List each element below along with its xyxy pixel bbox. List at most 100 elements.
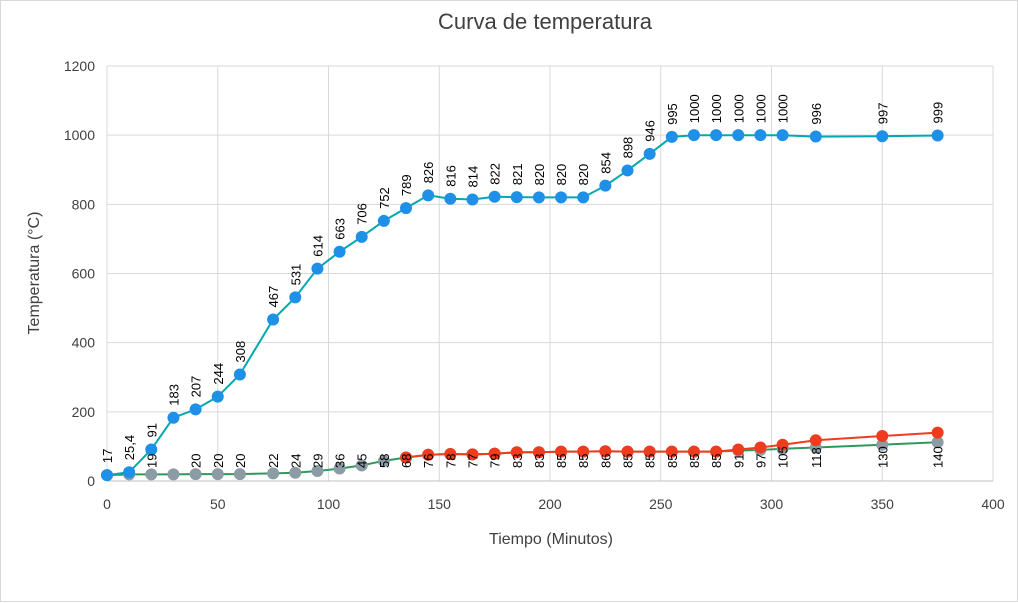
data-label: 898 bbox=[621, 137, 636, 159]
y-tick-label: 1000 bbox=[64, 127, 95, 143]
data-point bbox=[776, 129, 789, 142]
data-label: 29 bbox=[310, 454, 325, 468]
data-label: 68 bbox=[399, 454, 414, 468]
data-point bbox=[101, 469, 113, 482]
data-point bbox=[167, 411, 180, 424]
x-tick-label: 50 bbox=[210, 496, 226, 512]
data-point bbox=[621, 445, 634, 458]
data-label: 58 bbox=[377, 454, 392, 468]
data-label: 85 bbox=[621, 454, 636, 468]
data-point bbox=[400, 451, 413, 464]
data-label: 1000 bbox=[776, 94, 791, 123]
data-label: 244 bbox=[211, 363, 226, 385]
data-point bbox=[621, 164, 634, 177]
data-point bbox=[488, 190, 501, 203]
data-point bbox=[876, 130, 889, 143]
data-point bbox=[333, 245, 346, 258]
data-point bbox=[776, 438, 789, 451]
x-tick-label: 300 bbox=[760, 496, 784, 512]
data-label: 663 bbox=[333, 218, 348, 240]
data-point bbox=[710, 129, 723, 142]
data-label: 789 bbox=[399, 174, 414, 196]
data-point bbox=[422, 448, 435, 461]
y-tick-label: 600 bbox=[72, 266, 96, 282]
data-label: 79 bbox=[488, 454, 503, 468]
data-label: 91 bbox=[144, 423, 159, 437]
data-point bbox=[555, 191, 568, 204]
data-point bbox=[665, 130, 678, 143]
data-label: 822 bbox=[488, 163, 503, 185]
data-label: 130 bbox=[875, 446, 890, 468]
data-label: 25,4 bbox=[122, 435, 137, 460]
data-label: 36 bbox=[333, 454, 348, 468]
data-point bbox=[931, 129, 944, 142]
data-labels: 17 25,4 91 183 207 244 308 467 531 614 663 706 752 78… bbox=[100, 94, 946, 468]
data-point bbox=[754, 129, 767, 142]
data-label: 20 bbox=[233, 454, 248, 468]
data-point bbox=[355, 230, 368, 243]
data-label: 24 bbox=[288, 454, 303, 468]
data-label: 1000 bbox=[753, 94, 768, 123]
data-point bbox=[577, 445, 590, 458]
data-label: 78 bbox=[443, 454, 458, 468]
data-point bbox=[687, 129, 700, 142]
data-label: 85 bbox=[709, 454, 724, 468]
data-point bbox=[233, 368, 246, 381]
data-point bbox=[333, 462, 346, 475]
data-point bbox=[145, 443, 158, 456]
gridlines bbox=[106, 65, 994, 482]
data-label: 85 bbox=[665, 454, 680, 468]
data-label: 999 bbox=[931, 102, 946, 124]
y-axis-title: Temperatura (°C) bbox=[26, 212, 43, 335]
data-label: 997 bbox=[875, 102, 890, 124]
data-point bbox=[289, 291, 302, 304]
data-point bbox=[211, 468, 224, 481]
data-label: 86 bbox=[598, 454, 613, 468]
data-label: 614 bbox=[310, 235, 325, 257]
data-point bbox=[422, 189, 435, 202]
data-point bbox=[355, 459, 368, 472]
data-label: 308 bbox=[233, 341, 248, 363]
data-point bbox=[665, 445, 678, 458]
data-label: 826 bbox=[421, 162, 436, 184]
data-point bbox=[510, 191, 523, 204]
data-label: 83 bbox=[510, 454, 525, 468]
chart-title: Curva de temperatura bbox=[438, 9, 653, 34]
data-point bbox=[687, 445, 700, 458]
data-point bbox=[267, 313, 280, 326]
data-point bbox=[876, 430, 889, 443]
data-point bbox=[377, 214, 390, 227]
x-tick-label: 100 bbox=[317, 496, 341, 512]
data-label: 821 bbox=[510, 163, 525, 185]
data-point bbox=[311, 464, 324, 477]
data-label: 91 bbox=[731, 454, 746, 468]
data-label: 22 bbox=[266, 454, 281, 468]
data-point bbox=[643, 147, 656, 160]
data-point bbox=[167, 468, 180, 481]
data-label: 996 bbox=[809, 103, 824, 125]
data-label: 20 bbox=[189, 454, 204, 468]
y-tick-label: 1200 bbox=[64, 58, 95, 74]
x-axis-ticks: 0 50 100 150 200 250 300 350 400 bbox=[103, 496, 1005, 512]
data-point bbox=[466, 193, 479, 206]
data-label: 820 bbox=[554, 164, 569, 186]
data-label: 77 bbox=[466, 454, 481, 468]
data-point bbox=[710, 445, 723, 458]
data-point bbox=[555, 445, 568, 458]
data-label: 820 bbox=[576, 164, 591, 186]
data-point bbox=[599, 179, 612, 192]
data-label: 85 bbox=[687, 454, 702, 468]
x-tick-label: 400 bbox=[981, 496, 1005, 512]
x-tick-label: 0 bbox=[103, 496, 111, 512]
data-label: 995 bbox=[665, 103, 680, 125]
data-point bbox=[931, 426, 944, 439]
data-label: 105 bbox=[776, 446, 791, 468]
y-axis-ticks: 0 200 400 600 800 1000 1200 bbox=[64, 58, 95, 489]
x-tick-label: 350 bbox=[871, 496, 895, 512]
data-point bbox=[444, 448, 457, 461]
data-label: 1000 bbox=[687, 94, 702, 123]
data-label: 531 bbox=[288, 264, 303, 286]
data-point bbox=[233, 468, 246, 481]
data-label: 17 bbox=[100, 449, 115, 463]
